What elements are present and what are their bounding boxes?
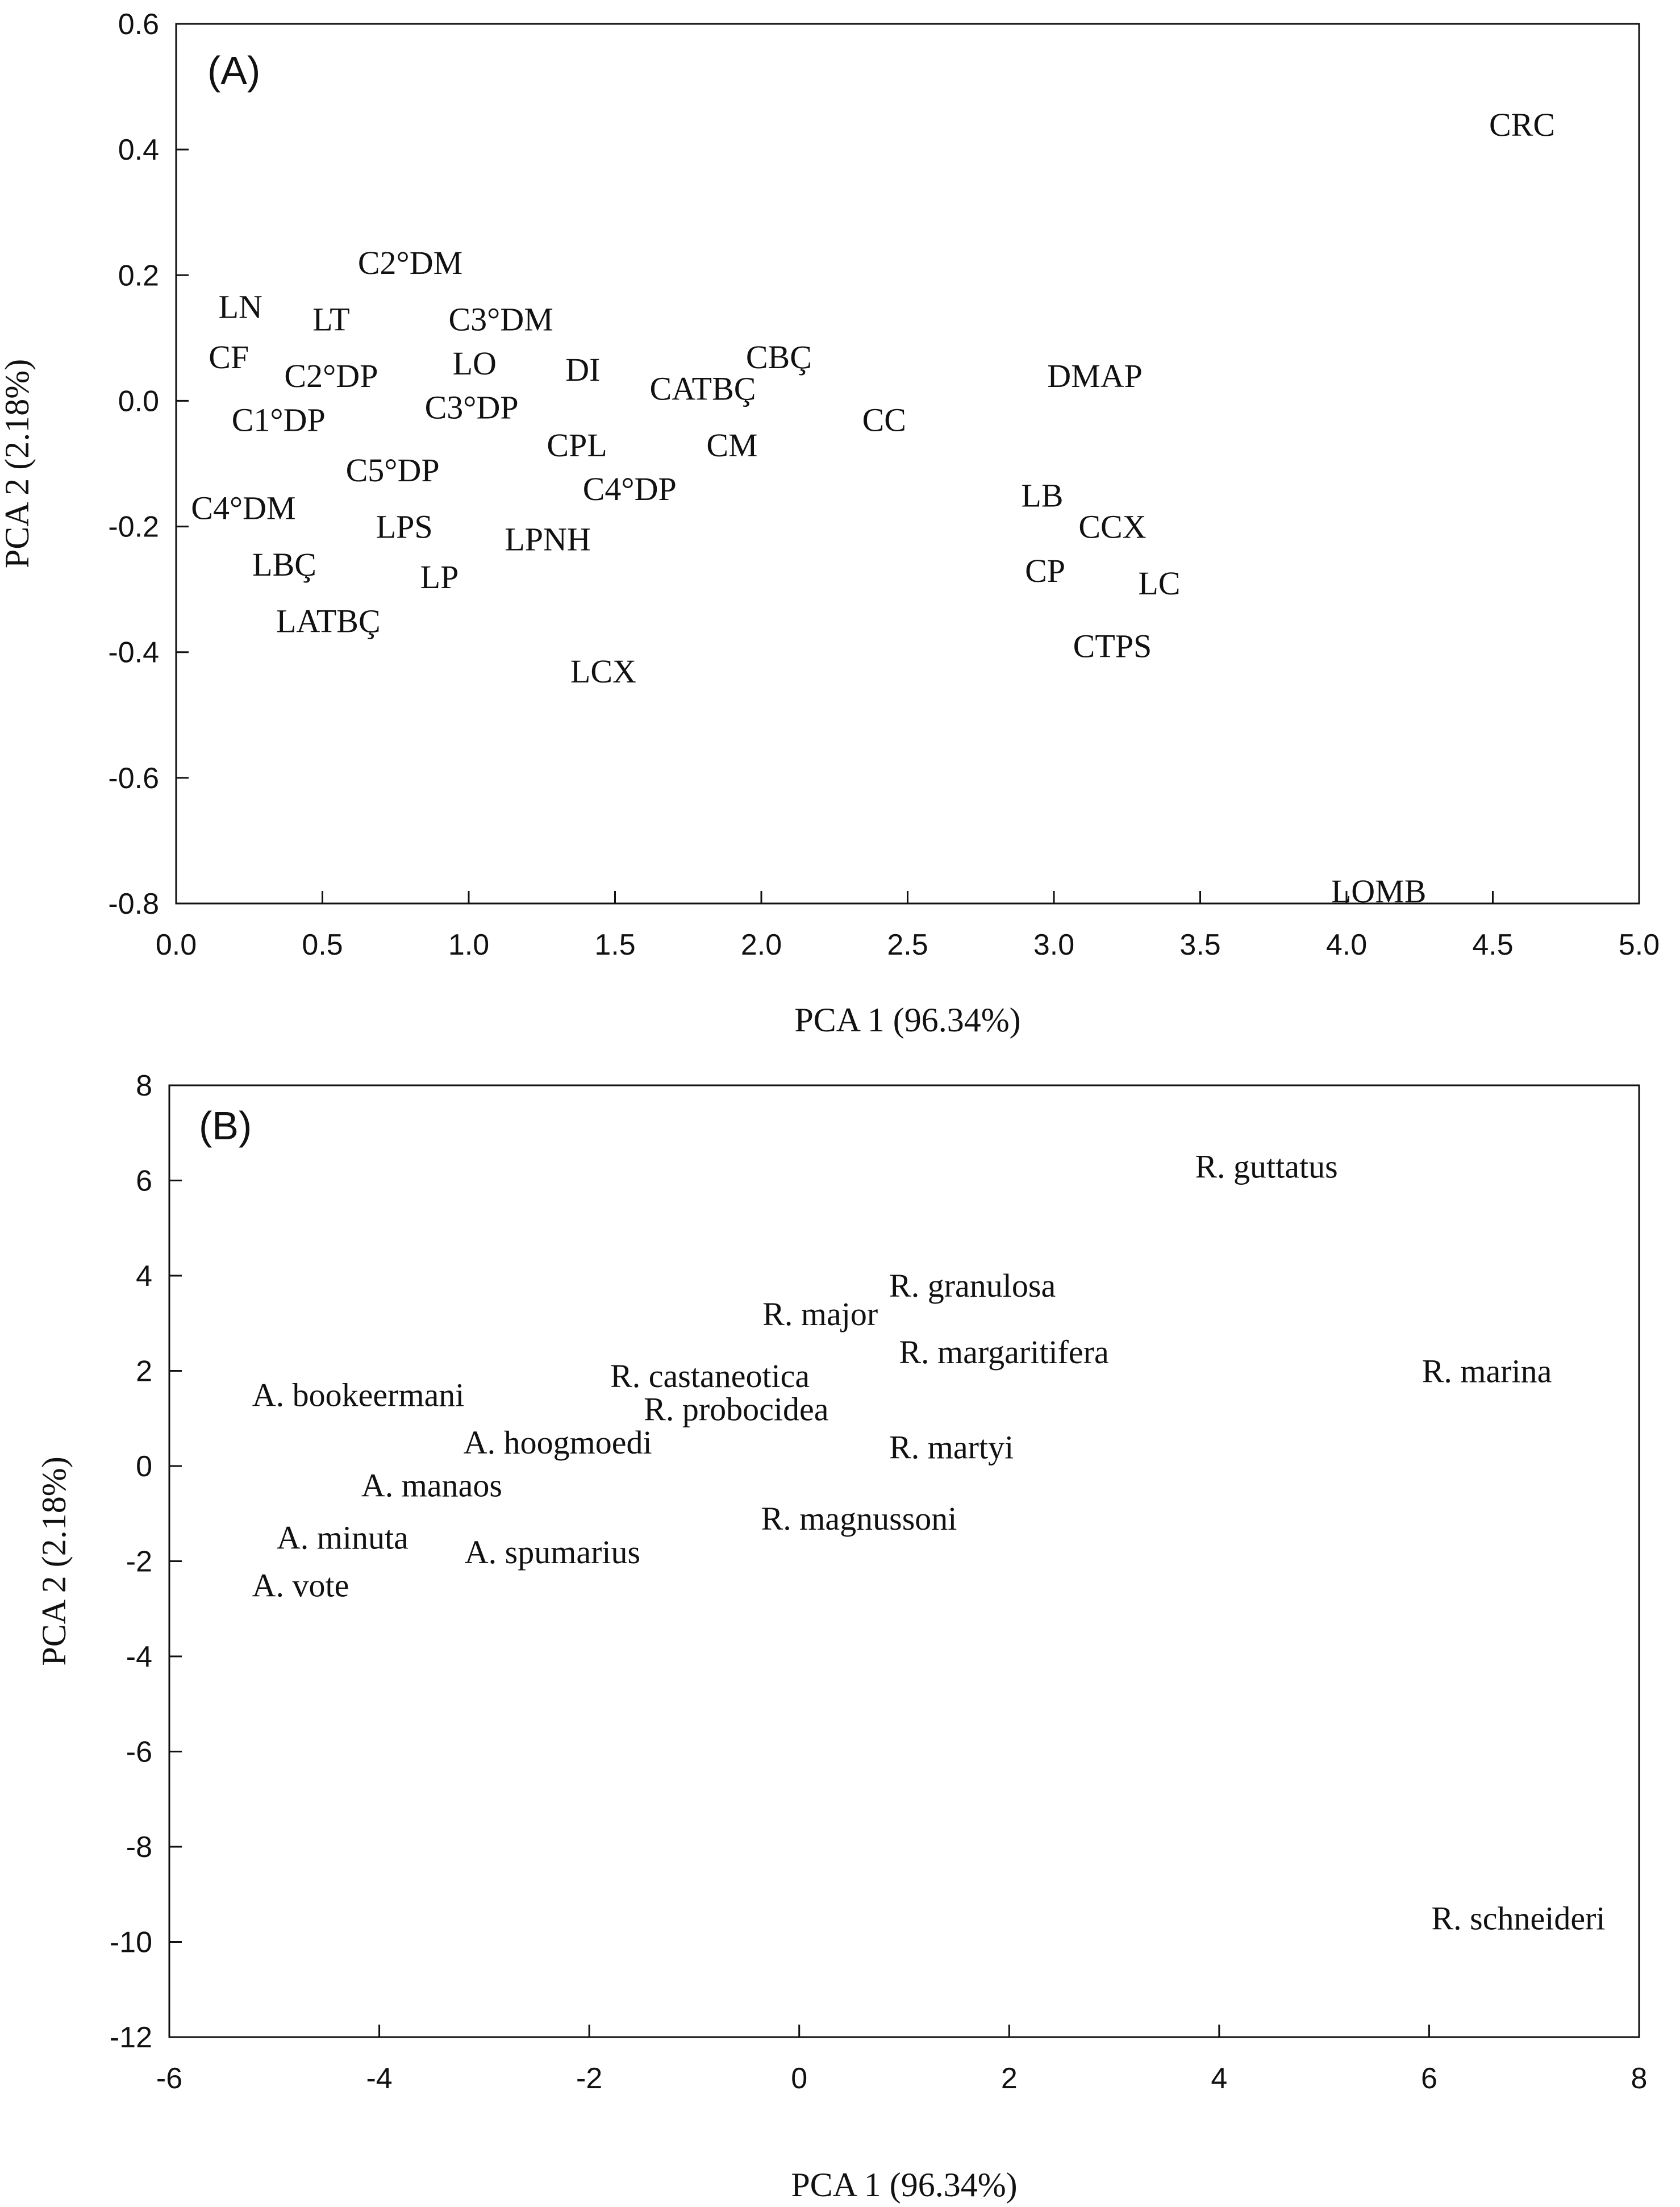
x-tick-label: -6	[156, 2062, 182, 2095]
x-tick-label: 2.5	[887, 928, 928, 961]
data-point-label: A. vote	[252, 1567, 349, 1604]
data-point-label: LC	[1138, 565, 1180, 602]
y-tick-label: 0.6	[118, 8, 159, 41]
data-point-label: A. minuta	[277, 1519, 408, 1556]
data-point-label: CP	[1025, 552, 1065, 589]
x-tick-label: 4.0	[1326, 928, 1367, 961]
x-tick-label: 6	[1421, 2062, 1437, 2095]
x-tick-label: 1.5	[594, 928, 635, 961]
data-point-label: LPS	[376, 509, 433, 545]
data-point-label: R. marina	[1422, 1353, 1552, 1390]
x-tick-label: 0.0	[156, 928, 197, 961]
y-tick-label: -0.4	[108, 636, 159, 669]
data-point-label: DI	[565, 351, 600, 388]
data-point-label: C2°DM	[358, 244, 462, 281]
y-axis-label: PCA 2 (2.18%)	[35, 1456, 73, 1665]
data-point-label: LBÇ	[252, 546, 316, 583]
x-tick-label: 0	[791, 2062, 807, 2095]
x-tick-label: -2	[576, 2062, 602, 2095]
panel-label: (A)	[207, 48, 260, 93]
x-tick-label: 4	[1211, 2062, 1227, 2095]
data-point-label: CTPS	[1073, 628, 1152, 665]
y-tick-label: -0.2	[108, 511, 159, 544]
y-tick-label: -12	[110, 2021, 152, 2054]
y-tick-label: -0.6	[108, 762, 159, 795]
data-point-label: R. major	[762, 1296, 878, 1332]
y-tick-label: 4	[136, 1260, 152, 1293]
y-tick-label: 0.2	[118, 259, 159, 292]
x-tick-label: 5.0	[1619, 928, 1660, 961]
data-point-label: CCX	[1078, 509, 1146, 545]
y-tick-label: -8	[126, 1831, 152, 1864]
data-point-label: CBÇ	[746, 339, 812, 376]
y-tick-label: 0	[136, 1450, 152, 1483]
x-tick-label: 1.0	[448, 928, 489, 961]
x-tick-label: 8	[1631, 2062, 1648, 2095]
y-tick-label: -4	[126, 1640, 152, 1673]
data-point-label: C4°DM	[191, 489, 295, 526]
panel-a: 0.0 0.5 1.0 1.5 2.0 2.5 3.0 3.5 4.0 4.5 5.0 0.6 0.4 0…	[0, 8, 1660, 1039]
data-point-label: A. spumarius	[465, 1534, 640, 1571]
data-point-label: R. probocidea	[644, 1391, 828, 1428]
data-point-label: LO	[453, 345, 497, 382]
y-tick-label: -2	[126, 1546, 152, 1579]
data-point-label: CF	[209, 339, 249, 376]
data-point-label: LPNH	[505, 521, 590, 558]
data-point-label: C2°DP	[284, 357, 378, 394]
plot-frame	[168, 1084, 1640, 2038]
y-axis-label: PCA 2 (2.18%)	[0, 359, 36, 568]
data-point-label: CATBÇ	[650, 370, 756, 407]
data-point-label: A. manaos	[361, 1467, 502, 1504]
y-tick-label: -6	[126, 1736, 152, 1769]
y-tick-label: -0.8	[108, 888, 159, 921]
data-point-label: C1°DP	[232, 402, 326, 439]
x-axis-label: PCA 1 (96.34%)	[791, 2166, 1017, 2204]
data-point-label: R. castaneotica	[610, 1357, 810, 1394]
data-point-label: R. granulosa	[889, 1267, 1056, 1304]
y-tick-label: -10	[110, 1926, 152, 1959]
data-point-label: CRC	[1489, 106, 1555, 143]
panel-b: -6 -4 -2 0 2 4 6 8 8 6 4 2 0 -2 -4 -6 -8 -10 -12 PCA 1 (96.…	[35, 1069, 1647, 2204]
data-point-label: LN	[219, 289, 262, 326]
data-point-label: LP	[420, 559, 459, 596]
data-point-label: LCX	[570, 653, 636, 690]
data-point-label: C3°DM	[448, 301, 553, 338]
data-point-label: R. martyi	[889, 1429, 1014, 1466]
data-point-label: DMAP	[1047, 357, 1143, 394]
x-tick-label: 4.5	[1472, 928, 1513, 961]
data-point-label: A. hoogmoedi	[464, 1424, 652, 1461]
data-point-label: LOMB	[1331, 873, 1427, 910]
y-tick-label: 8	[136, 1069, 152, 1102]
x-tick-label: 0.5	[302, 928, 343, 961]
panel-label: (B)	[199, 1104, 252, 1148]
data-point-label: R. magnussoni	[761, 1500, 957, 1537]
data-point-label: CPL	[547, 427, 607, 464]
data-point-label: CC	[862, 402, 906, 439]
data-point-label: LT	[312, 301, 350, 338]
x-tick-label: 3.0	[1033, 928, 1074, 961]
x-tick-label: 3.5	[1179, 928, 1220, 961]
data-point-label: R. guttatus	[1195, 1148, 1337, 1185]
data-point-label: LB	[1021, 477, 1063, 514]
x-tick-label: 2	[1001, 2062, 1018, 2095]
data-point-label: C3°DP	[425, 389, 519, 426]
data-point-label: CM	[706, 427, 757, 464]
x-tick-label: -4	[366, 2062, 392, 2095]
x-axis-label: PCA 1 (96.34%)	[794, 1001, 1020, 1039]
data-point-label: C5°DP	[346, 452, 440, 489]
data-point-label: A. bookeermani	[252, 1376, 465, 1413]
data-point-label: R. schneideri	[1431, 1900, 1605, 1937]
data-point-label: R. margaritifera	[899, 1334, 1108, 1371]
y-tick-label: 6	[136, 1165, 152, 1198]
data-point-label: C4°DP	[583, 470, 677, 507]
y-tick-label: 2	[136, 1355, 152, 1388]
y-tick-label: 0.4	[118, 134, 159, 166]
data-point-label: LATBÇ	[276, 602, 381, 639]
x-tick-label: 2.0	[741, 928, 782, 961]
y-tick-label: 0.0	[118, 385, 159, 418]
